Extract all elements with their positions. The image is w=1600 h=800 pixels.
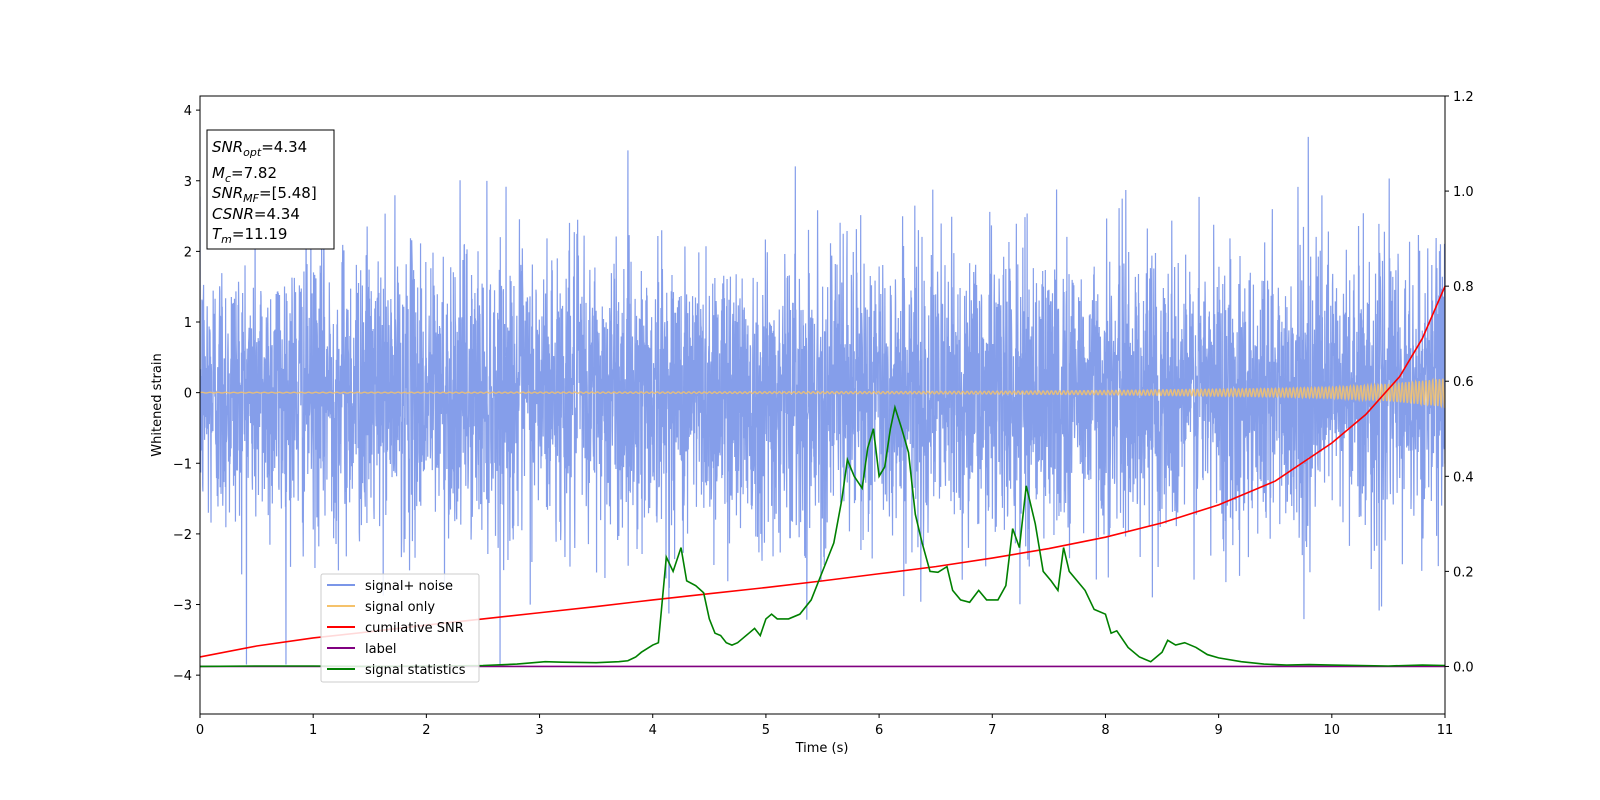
x-axis: 0 1 2 3 4 5 6 7 8 9 10 11: [196, 714, 1453, 738]
info-box-frame: [206, 129, 335, 250]
y-tick-label: 3: [184, 175, 192, 190]
y-axis-right: 0.0 0.2 0.4 0.6 0.8 1.0 1.2: [1445, 90, 1474, 675]
info-tm: Tm=11.19: [212, 225, 287, 246]
y2-tick-label: 0.0: [1453, 660, 1474, 675]
x-tick-label: 2: [422, 723, 430, 738]
y-tick-label: −2: [173, 528, 192, 543]
series-signal-statistics: [200, 404, 1445, 668]
legend-frame: [320, 573, 480, 683]
info-snr-mf: SNRMF=[5.48]: [212, 184, 317, 205]
y-tick-label: 2: [184, 245, 192, 260]
y-tick-label: 1: [184, 316, 192, 331]
series-signal-only: [200, 377, 1445, 409]
legend-label-signal-statistics: signal statistics: [365, 663, 466, 678]
legend-label-signal-only: signal only: [365, 600, 435, 615]
y-tick-label: −3: [173, 599, 192, 614]
legend-label-signal-noise: signal+ noise: [365, 579, 453, 594]
x-tick-label: 6: [875, 723, 883, 738]
x-tick-label: 10: [1324, 723, 1341, 738]
x-tick-label: 8: [1101, 723, 1109, 738]
x-tick-label: 7: [988, 723, 996, 738]
y-axis-left: −4 −3 −2 −1 0 1 2 3 4: [173, 104, 200, 684]
info-csnr: CSNR=4.34: [212, 205, 300, 223]
x-tick-label: 11: [1437, 723, 1454, 738]
x-tick-label: 3: [535, 723, 543, 738]
x-tick-label: 5: [762, 723, 770, 738]
legend-label-cumulative-snr: cumilative SNR: [365, 621, 464, 636]
legend-label-label: label: [365, 642, 396, 657]
info-snr-opt: SNRopt=4.34: [212, 138, 307, 159]
axes-frame: [199, 95, 1446, 715]
info-mc: Mc=7.82: [212, 164, 277, 185]
y-tick-label: 4: [184, 104, 192, 119]
series-signal-noise: [200, 136, 1445, 665]
x-tick-label: 0: [196, 723, 204, 738]
y2-tick-label: 1.2: [1453, 90, 1474, 105]
legend: signal+ noise signal only cumilative SNR…: [320, 573, 480, 683]
y2-tick-label: 0.4: [1453, 470, 1474, 485]
x-axis-label: Time (s): [795, 741, 849, 756]
y2-tick-label: 1.0: [1453, 185, 1474, 200]
y2-tick-label: 0.2: [1453, 565, 1474, 580]
x-tick-label: 1: [309, 723, 317, 738]
x-tick-label: 9: [1214, 723, 1222, 738]
y-tick-label: 0: [184, 387, 192, 402]
y-axis-label: Whitened strain: [150, 353, 165, 456]
y2-tick-label: 0.6: [1453, 375, 1474, 390]
info-box: SNRopt=4.34 Mc=7.82 SNRMF=[5.48] CSNR=4.…: [206, 129, 335, 250]
y2-tick-label: 0.8: [1453, 280, 1474, 295]
y-tick-label: −1: [173, 457, 192, 472]
x-tick-label: 4: [649, 723, 657, 738]
y-tick-label: −4: [173, 669, 192, 684]
